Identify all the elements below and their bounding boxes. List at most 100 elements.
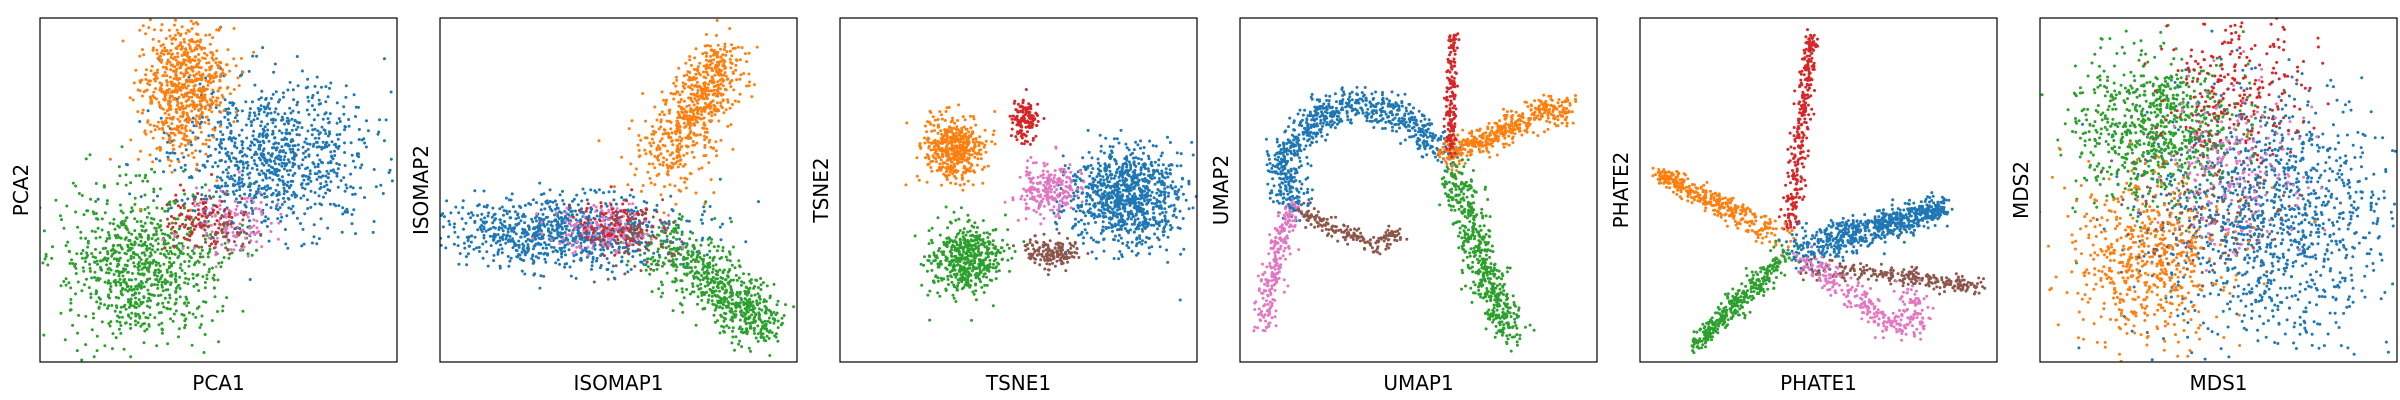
data-point [704, 200, 708, 204]
data-point [192, 48, 196, 52]
data-point [531, 247, 535, 251]
data-point [730, 317, 734, 321]
data-point [681, 84, 685, 88]
data-point [153, 316, 157, 320]
data-point [270, 193, 274, 197]
data-point [700, 293, 704, 297]
data-point [337, 204, 341, 208]
data-point [641, 184, 645, 187]
data-point [182, 84, 186, 88]
data-point [138, 315, 142, 318]
data-point [284, 242, 288, 246]
data-point [770, 331, 774, 335]
data-point [715, 55, 719, 59]
data-point [164, 288, 168, 292]
data-point [293, 118, 297, 122]
data-point [661, 229, 664, 233]
data-point [343, 164, 347, 167]
data-point [682, 74, 686, 78]
data-point [694, 117, 698, 121]
data-point [556, 232, 560, 236]
data-point [538, 286, 542, 290]
data-point [694, 323, 698, 327]
data-point [538, 224, 542, 228]
data-point [363, 196, 366, 199]
data-point [470, 234, 474, 238]
data-point [382, 139, 386, 143]
data-point [556, 258, 560, 262]
data-point [545, 253, 549, 257]
data-point [302, 194, 306, 198]
data-point [339, 179, 343, 183]
data-point [706, 44, 710, 47]
data-point [548, 231, 552, 234]
data-point [741, 314, 745, 318]
data-point [226, 248, 230, 252]
data-point [155, 147, 159, 150]
data-point [721, 276, 725, 280]
data-point [228, 92, 232, 96]
data-point [71, 181, 75, 185]
data-point [683, 180, 687, 184]
data-point [564, 253, 567, 257]
data-point [689, 92, 693, 96]
data-point [192, 156, 196, 159]
data-point [722, 329, 725, 333]
data-point [344, 95, 348, 99]
data-point [131, 98, 135, 102]
data-point [89, 197, 93, 201]
data-point [143, 262, 146, 266]
data-point [183, 73, 187, 77]
data-point [723, 42, 727, 46]
data-point [269, 221, 273, 225]
data-point [687, 85, 691, 89]
data-point [255, 248, 258, 252]
data-point [208, 267, 211, 271]
data-point [174, 110, 178, 114]
data-point [181, 115, 185, 119]
data-point [729, 278, 733, 282]
data-point [95, 217, 98, 221]
data-point [680, 105, 683, 109]
data-point [723, 71, 727, 75]
data-point [171, 69, 175, 73]
data-point [167, 222, 171, 226]
data-point [342, 105, 346, 109]
data-point [101, 258, 105, 262]
data-point [684, 186, 688, 190]
data-point [177, 81, 181, 85]
data-point [84, 314, 88, 318]
data-point [285, 214, 289, 218]
data-point [649, 257, 653, 261]
data-point [502, 233, 506, 237]
data-point [166, 209, 170, 213]
data-point [246, 254, 250, 258]
data-point [509, 227, 513, 231]
data-point [669, 127, 673, 131]
data-point [682, 121, 686, 125]
data-point [651, 125, 654, 128]
data-point [224, 181, 228, 185]
data-point [183, 132, 186, 136]
data-point [170, 53, 173, 56]
data-point [678, 131, 682, 135]
data-point [183, 134, 187, 138]
data-point [643, 251, 647, 255]
data-point [322, 146, 326, 150]
data-point [269, 97, 273, 100]
data-point [738, 318, 742, 322]
data-point [736, 45, 740, 49]
data-point [587, 214, 591, 218]
data-point [198, 149, 202, 153]
data-point [413, 243, 416, 246]
data-point [163, 253, 167, 257]
data-point [648, 176, 652, 180]
data-point [151, 94, 155, 98]
data-point [151, 136, 155, 140]
data-point [165, 116, 169, 120]
data-point [230, 216, 234, 219]
data-point [655, 203, 659, 207]
data-point [728, 81, 732, 85]
data-point [219, 110, 223, 114]
data-point [214, 99, 218, 103]
